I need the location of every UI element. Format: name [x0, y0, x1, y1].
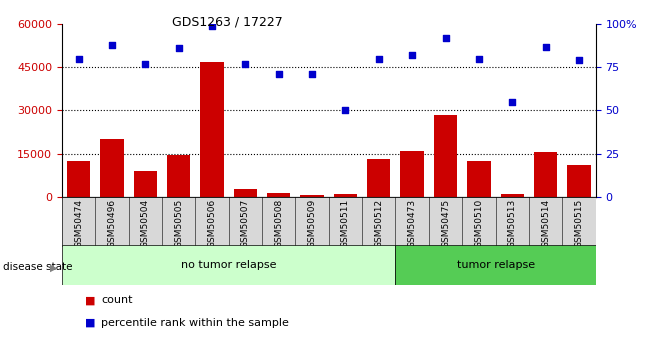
Bar: [133, 171, 157, 197]
Bar: [501, 194, 524, 197]
Point: [74, 56, 84, 61]
Bar: [67, 161, 90, 197]
Text: tumor relapse: tumor relapse: [456, 260, 534, 270]
Text: GSM50512: GSM50512: [374, 199, 383, 248]
Bar: [434, 115, 457, 197]
Bar: [234, 189, 257, 197]
Point: [507, 99, 518, 105]
Bar: [467, 161, 491, 197]
Text: GSM50515: GSM50515: [574, 199, 583, 248]
Bar: [334, 194, 357, 197]
Text: GSM50504: GSM50504: [141, 199, 150, 248]
Text: GSM50474: GSM50474: [74, 199, 83, 248]
Bar: [300, 195, 324, 197]
Bar: [534, 152, 557, 197]
Text: GSM50510: GSM50510: [475, 199, 484, 248]
Text: GDS1263 / 17227: GDS1263 / 17227: [173, 16, 283, 29]
Text: disease state: disease state: [3, 263, 73, 272]
Text: no tumor relapse: no tumor relapse: [181, 260, 277, 270]
Bar: [201, 61, 224, 197]
Text: ■: ■: [85, 318, 95, 327]
Point: [540, 44, 551, 49]
Point: [574, 58, 584, 63]
Bar: [367, 159, 391, 197]
Point: [273, 71, 284, 77]
Text: GSM50475: GSM50475: [441, 199, 450, 248]
Point: [474, 56, 484, 61]
Bar: [395, 245, 596, 285]
Point: [340, 108, 351, 113]
Text: percentile rank within the sample: percentile rank within the sample: [101, 318, 289, 327]
Point: [440, 35, 450, 41]
Bar: [567, 165, 590, 197]
Text: ■: ■: [85, 295, 95, 305]
Bar: [167, 155, 190, 197]
Text: GSM50507: GSM50507: [241, 199, 250, 248]
Point: [140, 61, 150, 67]
Bar: [100, 139, 124, 197]
Text: count: count: [101, 295, 132, 305]
Text: GSM50508: GSM50508: [274, 199, 283, 248]
Point: [107, 42, 117, 48]
Bar: [267, 193, 290, 197]
Text: GSM50511: GSM50511: [341, 199, 350, 248]
Bar: [62, 245, 395, 285]
Text: GSM50496: GSM50496: [107, 199, 117, 248]
Text: ▶: ▶: [49, 263, 57, 272]
Point: [307, 71, 317, 77]
Text: GSM50509: GSM50509: [307, 199, 316, 248]
Point: [374, 56, 384, 61]
Text: GSM50505: GSM50505: [174, 199, 183, 248]
Point: [207, 23, 217, 29]
Text: GSM50513: GSM50513: [508, 199, 517, 248]
Point: [173, 46, 184, 51]
Text: GSM50514: GSM50514: [541, 199, 550, 248]
Point: [407, 52, 417, 58]
Text: GSM50473: GSM50473: [408, 199, 417, 248]
Point: [240, 61, 251, 67]
Text: GSM50506: GSM50506: [208, 199, 217, 248]
Bar: [400, 151, 424, 197]
